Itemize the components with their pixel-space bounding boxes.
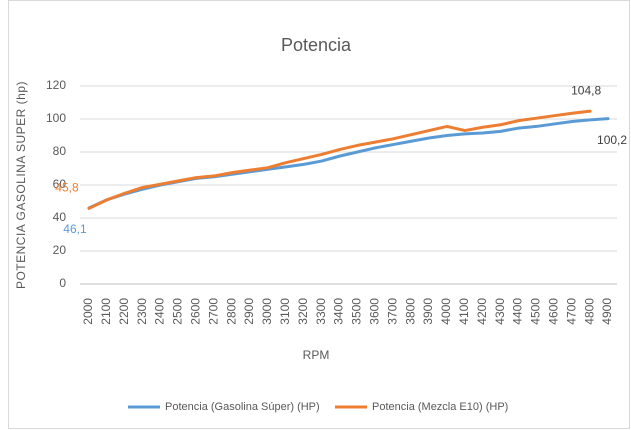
x-tick-label: 2800: [224, 298, 238, 325]
x-tick-label: 2600: [189, 298, 203, 325]
x-tick-label: 4900: [600, 298, 614, 325]
chart-title: Potencia: [281, 35, 352, 55]
y-tick-label: 40: [53, 210, 67, 224]
x-tick-label: 2900: [242, 298, 256, 325]
x-tick-label: 4200: [475, 298, 489, 325]
x-tick-label: 3700: [385, 298, 399, 325]
data-label: 45,8: [55, 181, 79, 195]
x-axis-label: RPM: [303, 348, 330, 362]
x-tick-label: 3400: [332, 298, 346, 325]
series-line: [87, 109, 592, 210]
x-tick-label: 4100: [457, 298, 471, 325]
x-tick-label: 4400: [511, 298, 525, 325]
x-tick-label: 2000: [81, 298, 95, 325]
y-tick-label: 20: [53, 243, 67, 257]
chart-frame: [8, 0, 630, 429]
data-label: 100,2: [597, 133, 627, 147]
x-tick-label: 3200: [296, 298, 310, 325]
x-tick-label: 4300: [493, 298, 507, 325]
x-tick-label: 2500: [171, 298, 185, 325]
y-axis-label: POTENCIA GASOLINA SUPER (hp): [14, 81, 28, 289]
legend-label: Potencia (Gasolina Súper) (HP): [165, 401, 320, 413]
y-tick-label: 0: [59, 276, 66, 290]
x-tick-label: 3000: [260, 298, 274, 325]
x-tick-label: 4000: [439, 298, 453, 325]
y-tick-label: 120: [46, 78, 66, 92]
x-tick-label: 3600: [368, 298, 382, 325]
x-tick-label: 3100: [278, 298, 292, 325]
y-tick-label: 100: [46, 111, 66, 125]
x-tick-label: 2100: [99, 298, 113, 325]
x-tick-label: 4700: [564, 298, 578, 325]
x-tick-label: 4500: [529, 298, 543, 325]
y-tick-label: 60: [53, 177, 67, 191]
x-tick-label: 3900: [421, 298, 435, 325]
x-tick-label: 4800: [582, 298, 596, 325]
x-tick-label: 2200: [117, 298, 131, 325]
y-tick-label: 80: [53, 144, 67, 158]
data-label: 104,8: [571, 83, 601, 97]
data-label: 46,1: [63, 222, 87, 236]
x-tick-label: 4600: [547, 298, 561, 325]
x-tick-label: 2400: [153, 298, 167, 325]
x-tick-label: 3800: [403, 298, 417, 325]
x-tick-label: 2700: [206, 298, 220, 325]
x-tick-label: 3300: [314, 298, 328, 325]
legend-label: Potencia (Mezcla E10) (HP): [372, 401, 508, 413]
x-tick-label: 3500: [350, 298, 364, 325]
x-tick-label: 2300: [135, 298, 149, 325]
